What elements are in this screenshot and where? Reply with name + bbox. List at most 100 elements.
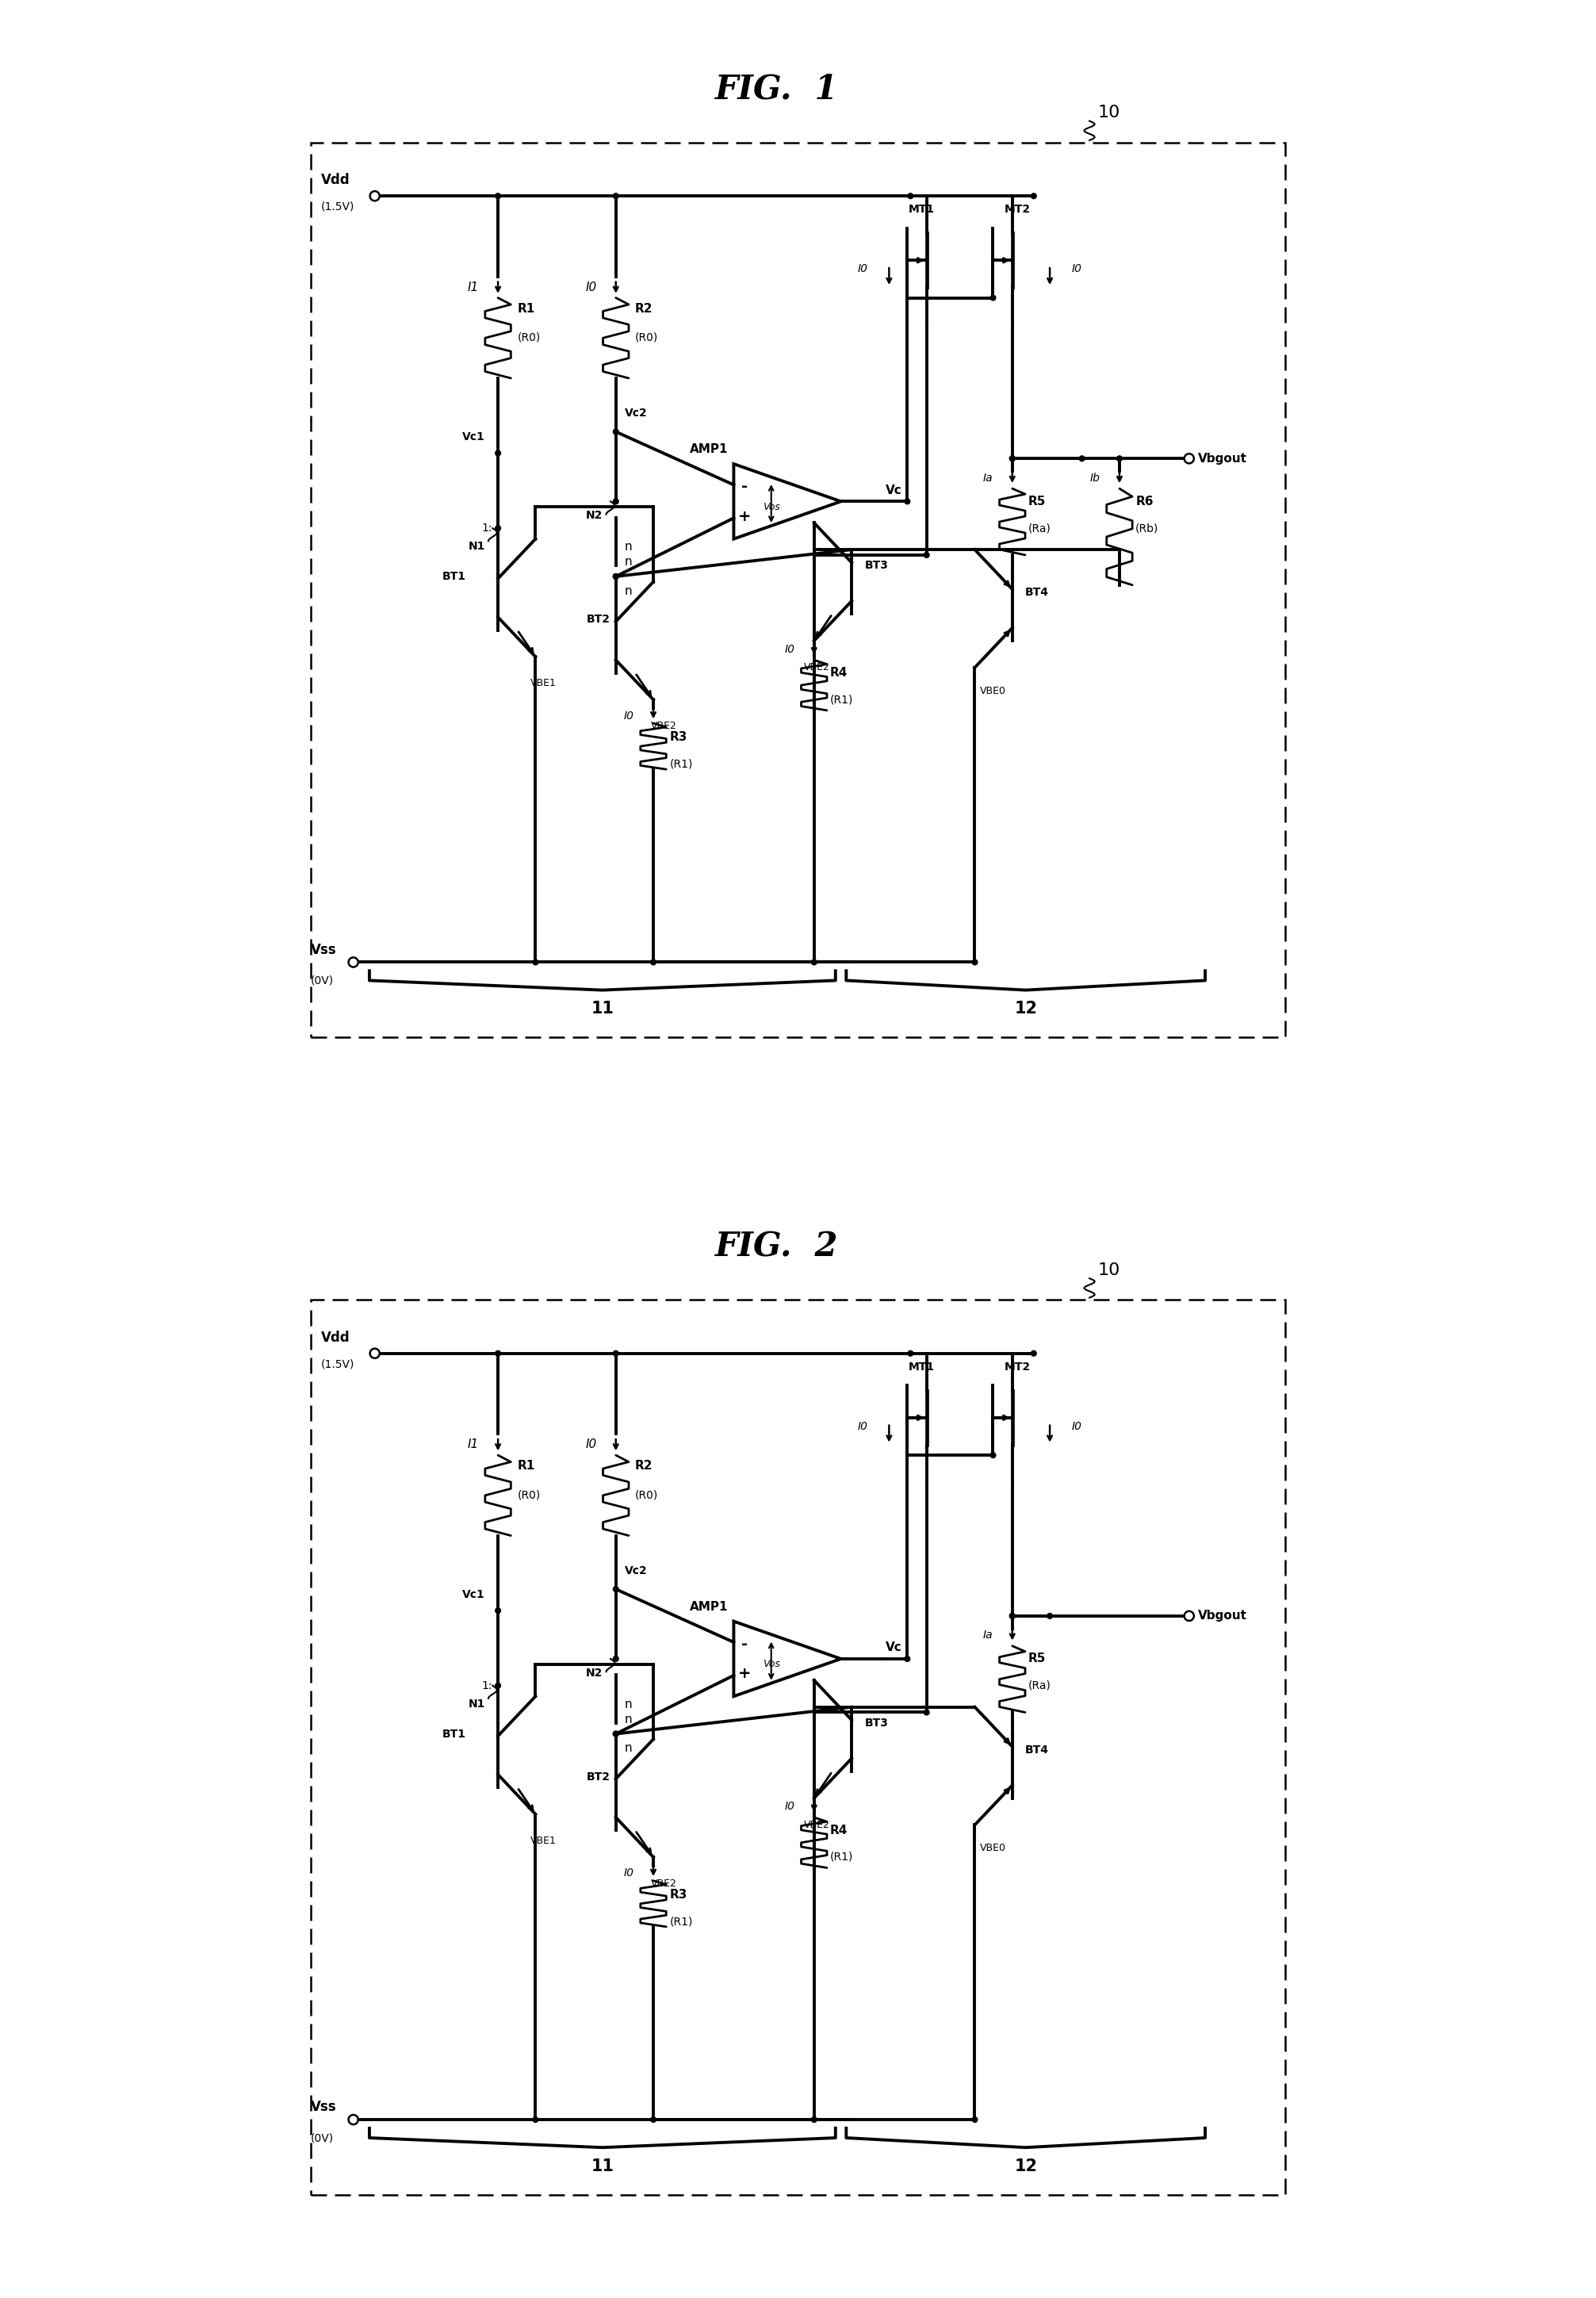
Circle shape: [495, 1682, 501, 1689]
Circle shape: [908, 1351, 913, 1356]
Text: I0: I0: [1071, 1420, 1082, 1432]
Text: I0: I0: [785, 643, 795, 655]
Circle shape: [613, 193, 619, 198]
Text: +: +: [737, 508, 752, 524]
Text: N1: N1: [468, 540, 485, 552]
Circle shape: [905, 499, 910, 503]
Text: (R0): (R0): [517, 331, 541, 342]
Text: (0V): (0V): [311, 2133, 334, 2144]
Text: Vbgout: Vbgout: [1197, 453, 1246, 464]
Circle shape: [1010, 455, 1015, 462]
Text: n: n: [624, 586, 632, 597]
Text: -: -: [741, 478, 747, 494]
Circle shape: [1047, 1613, 1052, 1618]
Circle shape: [613, 499, 619, 503]
Text: 10: 10: [1098, 106, 1120, 122]
Text: VBE2: VBE2: [651, 1877, 677, 1889]
Text: FIG.  2: FIG. 2: [715, 1229, 838, 1264]
Text: VBE0: VBE0: [980, 685, 1005, 696]
Text: BT3: BT3: [865, 1717, 887, 1728]
Text: (1.5V): (1.5V): [321, 202, 354, 211]
Text: R3: R3: [669, 731, 688, 742]
Circle shape: [1010, 455, 1015, 462]
Text: N2: N2: [586, 1668, 603, 1678]
Text: Vos: Vos: [763, 501, 780, 512]
Bar: [311, 1301, 1285, 2195]
Text: BT1: BT1: [442, 570, 466, 581]
Text: (R0): (R0): [517, 1489, 541, 1501]
Circle shape: [972, 961, 977, 965]
Text: Vc: Vc: [886, 1641, 902, 1655]
Text: Ib: Ib: [1090, 473, 1100, 483]
Text: Vc2: Vc2: [624, 407, 648, 418]
Text: I0: I0: [586, 1439, 597, 1450]
Circle shape: [613, 1657, 619, 1661]
Text: 11: 11: [591, 1002, 614, 1016]
Text: Vc2: Vc2: [624, 1565, 648, 1576]
Text: Vos: Vos: [763, 1659, 780, 1668]
Text: I0: I0: [586, 280, 597, 294]
Circle shape: [613, 1586, 619, 1593]
Text: I0: I0: [785, 1802, 795, 1813]
Text: Ia: Ia: [983, 1629, 993, 1641]
Text: R1: R1: [517, 1459, 535, 1471]
Circle shape: [613, 1351, 619, 1356]
Text: (Ra): (Ra): [1028, 522, 1052, 533]
Text: (R1): (R1): [830, 1852, 854, 1864]
Circle shape: [613, 430, 619, 434]
Text: +: +: [737, 1666, 752, 1682]
Circle shape: [924, 1710, 929, 1714]
Circle shape: [495, 450, 501, 455]
Circle shape: [533, 2116, 538, 2123]
Circle shape: [1010, 1613, 1015, 1618]
Text: MT1: MT1: [908, 205, 934, 216]
Circle shape: [924, 552, 929, 558]
Text: (Ra): (Ra): [1028, 1680, 1052, 1691]
Text: Ia: Ia: [983, 473, 993, 483]
Text: VBE2: VBE2: [804, 1820, 830, 1829]
Text: R4: R4: [830, 1825, 847, 1836]
Text: R6: R6: [1135, 496, 1154, 508]
Circle shape: [1010, 1613, 1015, 1618]
Text: Vbgout: Vbgout: [1197, 1611, 1246, 1622]
Text: BT2: BT2: [587, 1772, 611, 1783]
Text: I0: I0: [857, 264, 868, 273]
Text: MT1: MT1: [908, 1363, 934, 1372]
Text: (R0): (R0): [635, 331, 658, 342]
Text: AMP1: AMP1: [689, 444, 728, 455]
Text: n: n: [624, 1698, 632, 1710]
Text: 1:: 1:: [482, 1680, 493, 1691]
Bar: [311, 142, 1285, 1036]
Text: R1: R1: [517, 303, 535, 315]
Text: (Rb): (Rb): [1135, 522, 1159, 533]
Circle shape: [370, 1349, 380, 1358]
Circle shape: [651, 961, 656, 965]
Text: VBE1: VBE1: [530, 678, 555, 689]
Text: I0: I0: [624, 710, 634, 722]
Text: BT4: BT4: [1025, 586, 1049, 597]
Text: Vdd: Vdd: [321, 172, 350, 188]
Text: N2: N2: [586, 510, 603, 522]
Text: VBE2: VBE2: [651, 722, 677, 731]
Text: R3: R3: [669, 1889, 688, 1900]
Text: MT2: MT2: [1004, 205, 1031, 216]
Text: R2: R2: [635, 303, 653, 315]
Text: 11: 11: [591, 2158, 614, 2174]
Text: VBE2: VBE2: [804, 662, 830, 673]
Circle shape: [348, 958, 358, 967]
Text: R5: R5: [1028, 1652, 1045, 1664]
Text: BT1: BT1: [442, 1728, 466, 1740]
Text: VBE0: VBE0: [980, 1843, 1005, 1854]
Circle shape: [1184, 1611, 1194, 1620]
Circle shape: [533, 961, 538, 965]
Text: n: n: [624, 1742, 632, 1753]
Text: (1.5V): (1.5V): [321, 1358, 354, 1370]
Text: AMP1: AMP1: [689, 1602, 728, 1613]
Text: Vc: Vc: [886, 485, 902, 496]
Text: Vss: Vss: [311, 2100, 337, 2114]
Circle shape: [370, 191, 380, 200]
Text: I1: I1: [468, 280, 479, 294]
Circle shape: [613, 1730, 619, 1737]
Circle shape: [495, 1609, 501, 1613]
Text: Vc1: Vc1: [463, 432, 485, 444]
